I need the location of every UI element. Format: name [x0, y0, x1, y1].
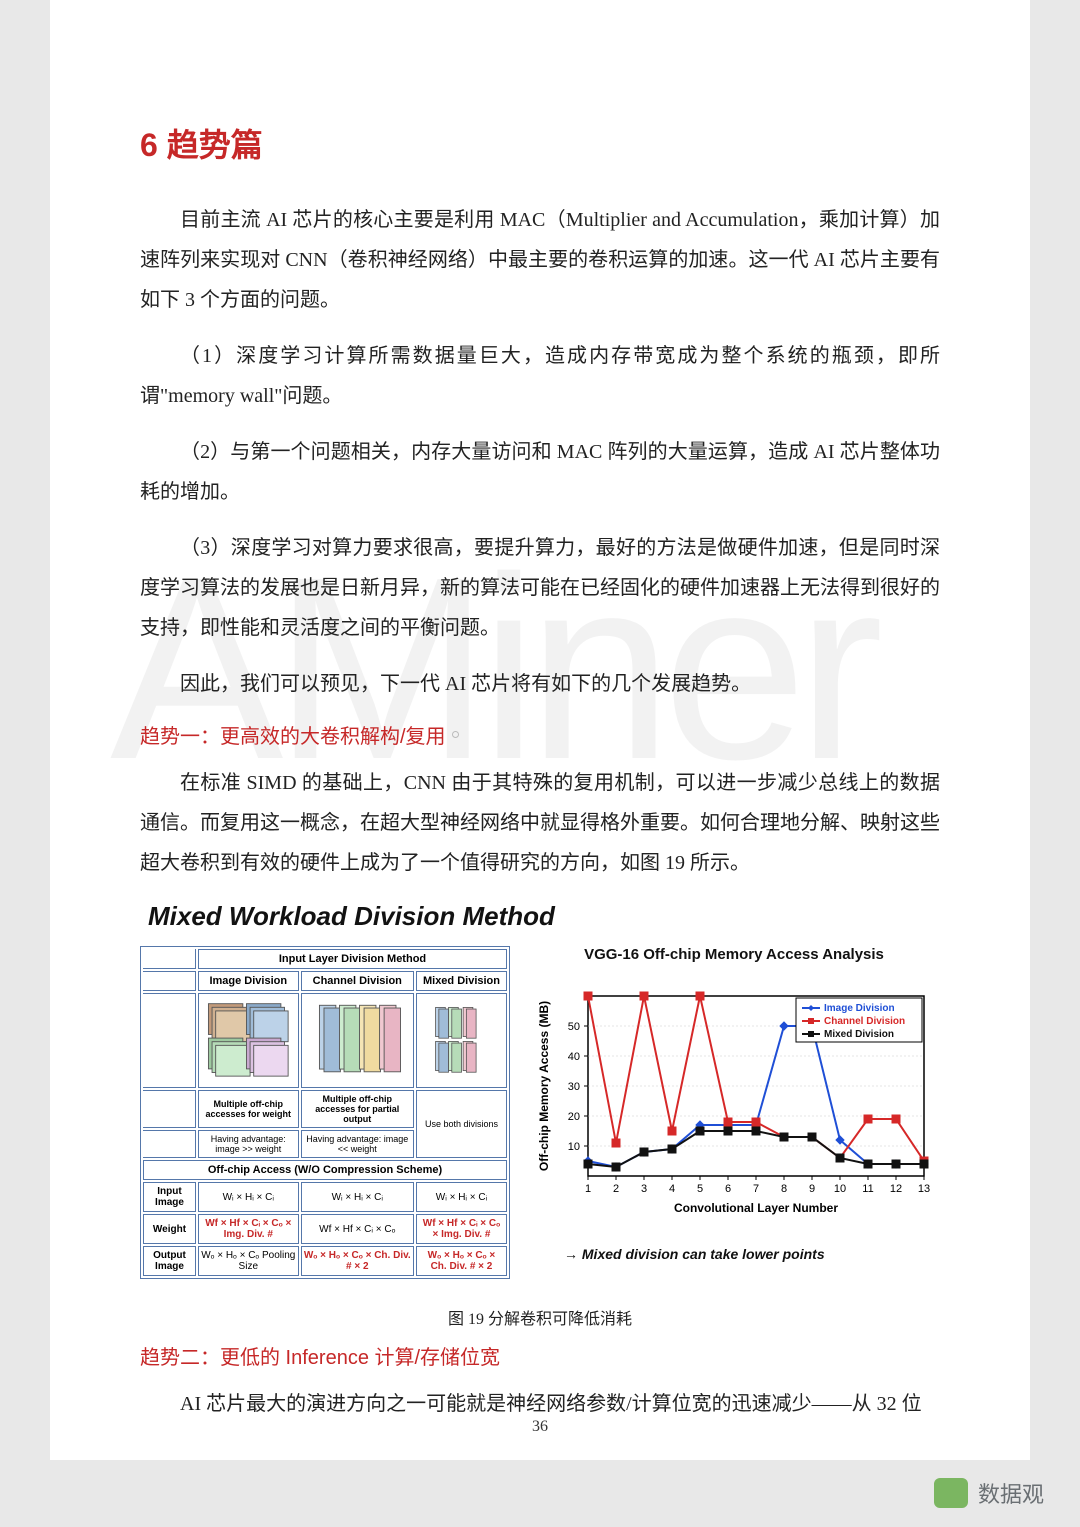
- svg-text:30: 30: [568, 1081, 580, 1093]
- svg-text:Channel Division: Channel Division: [824, 1016, 905, 1027]
- svg-text:7: 7: [753, 1183, 759, 1195]
- desc-cell: Having advantage: image >> weight: [198, 1130, 299, 1158]
- svg-text:5: 5: [697, 1183, 703, 1195]
- cell: Wf × Hf × Cᵢ × Cₒ × Img. Div. #: [416, 1214, 507, 1244]
- channel-division-thumb: [301, 993, 414, 1088]
- svg-text:12: 12: [890, 1183, 902, 1195]
- figure-19: Input Layer Division Method Image Divisi…: [140, 946, 940, 1279]
- page-content: 6 趋势篇 目前主流 AI 芯片的核心主要是利用 MAC（Multiplier …: [140, 120, 940, 1424]
- paragraph: 因此，我们可以预见，下一代 AI 芯片将有如下的几个发展趋势。: [140, 664, 940, 704]
- svg-text:50: 50: [568, 1021, 580, 1033]
- document-page: AMiner 6 趋势篇 目前主流 AI 芯片的核心主要是利用 MAC（Mult…: [50, 0, 1030, 1460]
- table-top-header: Input Layer Division Method: [198, 949, 507, 969]
- cell: Wf × Hf × Cᵢ × Cₒ × Img. Div. #: [198, 1214, 299, 1244]
- cell: Wᵢ × Hᵢ × Cᵢ: [198, 1182, 299, 1212]
- subheading-text: 趋势二：更低的 Inference 计算/存储位宽: [140, 1341, 500, 1370]
- col-header: Mixed Division: [416, 971, 507, 991]
- subheading-text: 趋势一：更高效的大卷积解构/复用: [140, 720, 446, 749]
- cell: Wₒ × Hₒ × Cₒ × Ch. Div. # × 2: [301, 1246, 414, 1276]
- svg-text:10: 10: [834, 1183, 846, 1195]
- cell: Wᵢ × Hᵢ × Cᵢ: [301, 1182, 414, 1212]
- figure-caption: 图 19 分解卷积可降低消耗: [140, 1305, 940, 1329]
- row-label: Output Image: [143, 1246, 196, 1276]
- row-label: Weight: [143, 1214, 196, 1244]
- svg-text:Off-chip Memory Access (MB): Off-chip Memory Access (MB): [537, 1001, 551, 1171]
- section-header: Off-chip Access (W/O Compression Scheme): [143, 1160, 507, 1180]
- paragraph: AI 芯片最大的演进方向之一可能就是神经网络参数/计算位宽的迅速减少——从 32…: [140, 1384, 940, 1424]
- speech-bubble-icon: [934, 1478, 968, 1508]
- cell: Wₒ × Hₒ × Cₒ × Ch. Div. # × 2: [416, 1246, 507, 1276]
- paragraph: 在标准 SIMD 的基础上，CNN 由于其特殊的复用机制，可以进一步减少总线上的…: [140, 763, 940, 883]
- section-heading: 6 趋势篇: [140, 120, 940, 166]
- division-method-table: Input Layer Division Method Image Divisi…: [140, 946, 510, 1279]
- svg-text:2: 2: [613, 1183, 619, 1195]
- svg-text:10: 10: [568, 1141, 580, 1153]
- line-chart: 102030405012345678910111213Convolutional…: [534, 971, 934, 1231]
- footer-brand: 数据观: [934, 1477, 1044, 1509]
- paragraph: （2）与第一个问题相关，内存大量访问和 MAC 阵列的大量运算，造成 AI 芯片…: [140, 432, 940, 512]
- col-header: Channel Division: [301, 971, 414, 991]
- cell: Wf × Hf × Cᵢ × Cₒ: [301, 1214, 414, 1244]
- svg-text:3: 3: [641, 1183, 647, 1195]
- svg-text:Convolutional Layer Number: Convolutional Layer Number: [674, 1201, 838, 1215]
- vgg16-chart: VGG-16 Off-chip Memory Access Analysis 1…: [534, 946, 934, 1262]
- desc-cell: Multiple off-chip accesses for weight: [198, 1090, 299, 1128]
- svg-text:20: 20: [568, 1111, 580, 1123]
- mixed-division-thumb: [416, 993, 507, 1088]
- desc-cell: Use both divisions: [416, 1090, 507, 1158]
- subheading-trend-1: 趋势一：更高效的大卷积解构/复用: [140, 720, 940, 749]
- desc-cell: Multiple off-chip accesses for partial o…: [301, 1090, 414, 1128]
- chart-note: → Mixed division can take lower points: [564, 1246, 934, 1262]
- svg-text:9: 9: [809, 1183, 815, 1195]
- cell: Wᵢ × Hᵢ × Cᵢ: [416, 1182, 507, 1212]
- svg-text:6: 6: [725, 1183, 731, 1195]
- subheading-trend-2: 趋势二：更低的 Inference 计算/存储位宽: [140, 1341, 940, 1370]
- bullet-dot-icon: [452, 731, 459, 738]
- chart-title: VGG-16 Off-chip Memory Access Analysis: [534, 946, 934, 963]
- svg-text:8: 8: [781, 1183, 787, 1195]
- figure-title: Mixed Workload Division Method: [148, 901, 940, 932]
- svg-text:13: 13: [918, 1183, 930, 1195]
- cell: Wₒ × Hₒ × Cₒ Pooling Size: [198, 1246, 299, 1276]
- svg-text:Image Division: Image Division: [824, 1003, 895, 1014]
- svg-text:4: 4: [669, 1183, 675, 1195]
- svg-text:Mixed Division: Mixed Division: [824, 1029, 894, 1040]
- svg-text:1: 1: [585, 1183, 591, 1195]
- paragraph: 目前主流 AI 芯片的核心主要是利用 MAC（Multiplier and Ac…: [140, 200, 940, 320]
- svg-text:11: 11: [862, 1183, 873, 1195]
- row-label: Input Image: [143, 1182, 196, 1212]
- paragraph: （3）深度学习对算力要求很高，要提升算力，最好的方法是做硬件加速，但是同时深度学…: [140, 528, 940, 648]
- col-header: Image Division: [198, 971, 299, 991]
- desc-cell: Having advantage: image << weight: [301, 1130, 414, 1158]
- paragraph: （1）深度学习计算所需数据量巨大，造成内存带宽成为整个系统的瓶颈，即所谓"mem…: [140, 336, 940, 416]
- svg-text:40: 40: [568, 1051, 580, 1063]
- brand-text: 数据观: [978, 1477, 1044, 1509]
- image-division-thumb: [198, 993, 299, 1088]
